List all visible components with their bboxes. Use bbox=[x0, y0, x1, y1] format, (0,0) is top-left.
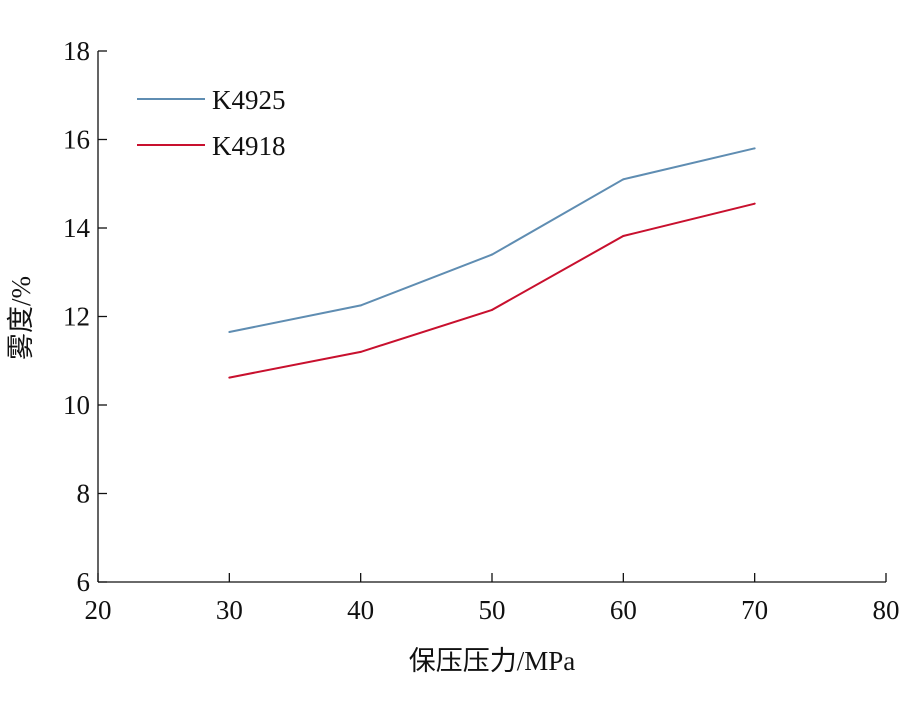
data-point bbox=[228, 330, 231, 333]
series-line-k4925 bbox=[229, 147, 755, 333]
data-point bbox=[228, 376, 231, 379]
plot-area: 20 30 40 50 60 70 80 6 8 10 12 14 16 18 K4925 K4918 bbox=[63, 36, 900, 625]
legend-label: K4918 bbox=[212, 131, 286, 161]
data-point bbox=[359, 350, 362, 353]
y-tick-label: 8 bbox=[77, 479, 91, 509]
x-tick-label: 30 bbox=[216, 595, 243, 625]
y-tick-label: 12 bbox=[63, 302, 90, 332]
data-point bbox=[753, 147, 756, 150]
data-point bbox=[622, 234, 625, 237]
y-tick-label: 18 bbox=[63, 36, 90, 66]
x-tick-label: 50 bbox=[479, 595, 506, 625]
x-tick-label: 70 bbox=[741, 595, 768, 625]
data-point bbox=[491, 308, 493, 311]
data-point bbox=[491, 253, 493, 256]
y-tick-label: 16 bbox=[63, 125, 90, 155]
x-tick-label: 40 bbox=[347, 595, 374, 625]
x-tick-label: 80 bbox=[873, 595, 900, 625]
y-axis-title: 雾度/% bbox=[6, 276, 36, 360]
x-axis-title: 保压压力/MPa bbox=[409, 646, 576, 676]
y-tick-label: 6 bbox=[77, 567, 91, 597]
data-point bbox=[753, 202, 756, 205]
data-point bbox=[359, 304, 362, 307]
x-tick-label: 60 bbox=[610, 595, 637, 625]
data-point bbox=[622, 178, 625, 181]
y-tick-label: 10 bbox=[63, 390, 90, 420]
y-tick-label: 14 bbox=[63, 213, 91, 243]
x-tick-label: 20 bbox=[85, 595, 112, 625]
series-line-k4918 bbox=[229, 202, 755, 379]
legend-label: K4925 bbox=[212, 85, 286, 115]
